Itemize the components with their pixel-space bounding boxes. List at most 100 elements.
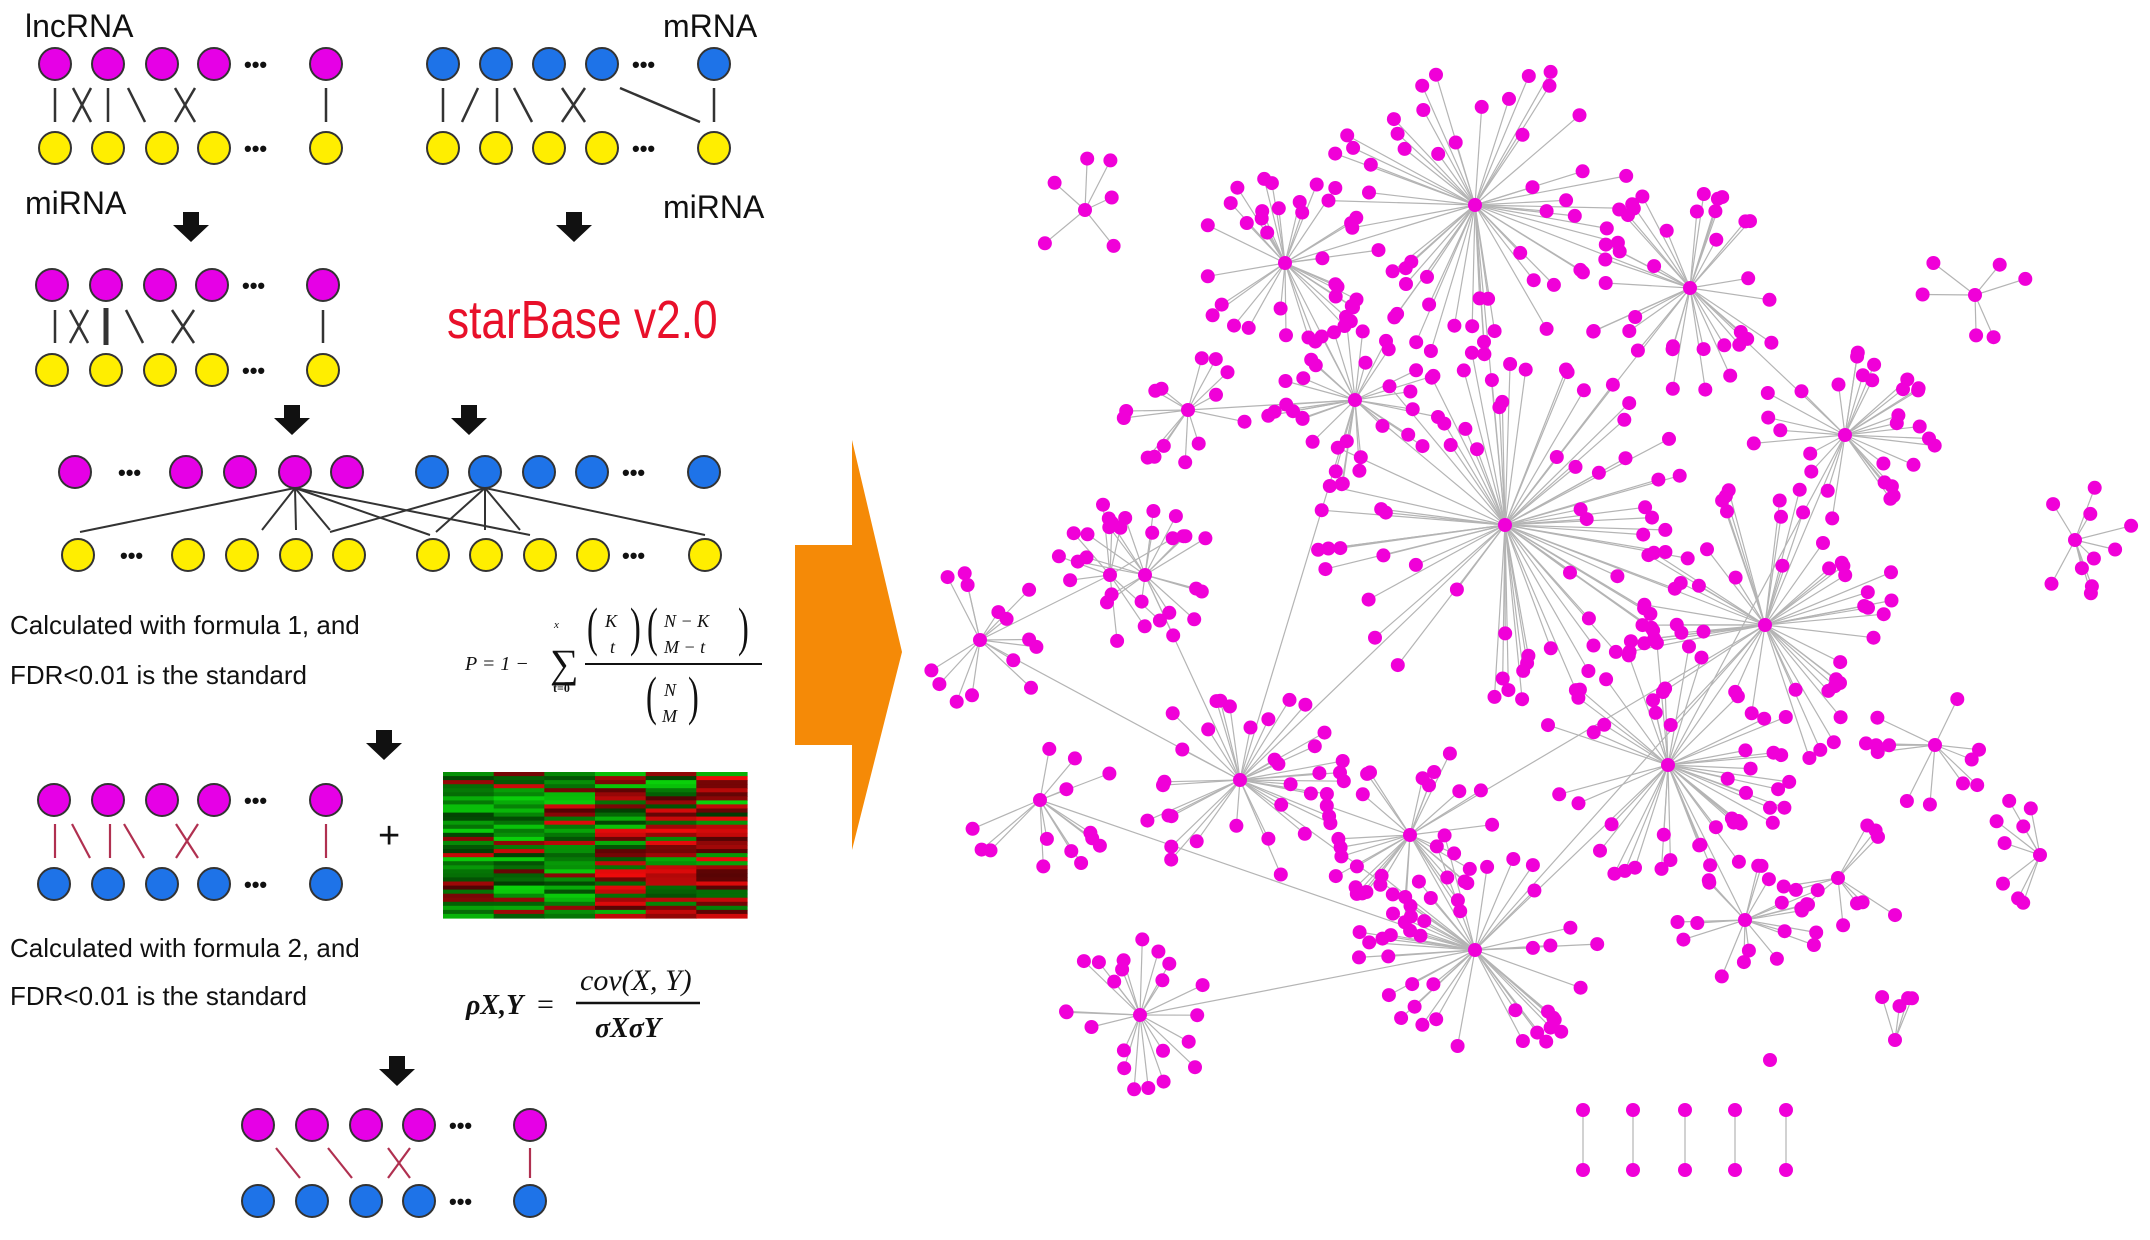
network-edge <box>1504 438 1670 526</box>
heatmap-cell <box>443 849 495 854</box>
ellipsis: ••• <box>120 543 143 568</box>
network-edge <box>1352 204 1476 229</box>
network-edge <box>1689 287 1770 301</box>
network-node <box>1867 357 1882 372</box>
network-edge <box>1648 554 1766 626</box>
heatmap-cell <box>443 784 495 789</box>
network-edge <box>1415 204 1476 343</box>
network-edge <box>1670 624 1766 726</box>
network-edge <box>979 574 1111 641</box>
network-edge <box>2017 854 2041 899</box>
heatmap-cell <box>544 905 596 911</box>
network-node <box>1663 853 1678 868</box>
network-edge <box>1341 834 1411 857</box>
network-edge <box>1753 434 1846 444</box>
network-edge <box>1744 878 1770 921</box>
network-node <box>1080 527 1095 542</box>
heatmap-cell <box>544 796 596 801</box>
network-edge <box>1239 779 1312 795</box>
network-edge <box>1354 331 1364 401</box>
network-node <box>1714 969 1729 984</box>
network-node <box>1164 809 1179 824</box>
heatmap-cell <box>645 788 697 793</box>
heatmap-cell <box>443 788 495 793</box>
network-edge <box>1689 287 1740 346</box>
network-node <box>1648 705 1663 720</box>
network-node <box>1301 330 1316 345</box>
heatmap-cell <box>645 889 697 895</box>
lncrna-mirna-links <box>53 87 328 123</box>
network-edge <box>1996 820 2041 856</box>
network-edge <box>1603 724 1669 766</box>
plus-sign: + <box>378 815 400 857</box>
network-node <box>1563 920 1578 935</box>
network-node <box>1696 187 1711 201</box>
heatmap-cell <box>493 812 545 818</box>
network-edge <box>1837 836 1879 879</box>
network-edge <box>1109 574 1161 621</box>
network-node <box>1468 198 1482 212</box>
heatmap-cell <box>493 861 545 866</box>
network-edge <box>1764 624 1841 684</box>
heatmap-cell <box>595 877 647 883</box>
network-edge <box>1504 419 1625 526</box>
network-edge <box>1328 200 1476 206</box>
mirna-node <box>171 538 205 572</box>
network-node <box>1997 836 2012 851</box>
network-node <box>1728 1163 1742 1177</box>
ellipsis: ••• <box>622 543 645 568</box>
network-node <box>1175 742 1190 757</box>
network-edge <box>1388 949 1476 996</box>
paren-open: ( <box>587 596 598 657</box>
heatmap-cell <box>443 840 495 846</box>
network-node <box>1273 867 1288 882</box>
network-edge <box>1404 148 1476 206</box>
network-edge <box>1039 748 1050 801</box>
network-node <box>1078 203 1092 217</box>
heatmap-cell <box>544 772 596 777</box>
network-node <box>1042 741 1057 756</box>
network-node <box>1576 1163 1590 1177</box>
network-node <box>1307 739 1322 754</box>
ellipsis: ••• <box>242 358 265 383</box>
mirna-node <box>523 538 557 572</box>
network-node <box>1622 396 1637 411</box>
network-node <box>1732 337 1747 352</box>
network-edge <box>1358 949 1476 958</box>
network-edge <box>1422 109 1476 206</box>
network-node <box>1394 1011 1409 1025</box>
lncrna-node <box>306 268 340 302</box>
heatmap-cell <box>544 845 596 850</box>
network-node <box>1860 585 1875 600</box>
network-edge <box>1285 380 1356 401</box>
network-node <box>1575 265 1590 280</box>
heatmap-cell <box>493 893 545 899</box>
network-node <box>1782 774 1797 789</box>
network-node <box>1743 761 1758 776</box>
formula1-binom2-top: N − K <box>663 611 710 631</box>
network-edge <box>1474 204 1691 289</box>
network-node <box>1628 310 1643 324</box>
network-edge <box>1667 646 1690 766</box>
heatmap-cell <box>645 881 697 887</box>
heatmap-cell <box>544 780 596 785</box>
heatmap-cell <box>544 800 596 806</box>
network-edge <box>1764 624 1835 743</box>
network-edge <box>1474 204 1555 286</box>
heatmap-cell <box>595 776 647 781</box>
network-edge <box>1933 262 1976 296</box>
mirna-node <box>197 131 231 165</box>
network-edge <box>1409 778 1424 836</box>
heatmap-cell <box>645 865 697 870</box>
network-node <box>1423 891 1438 905</box>
network-node <box>1816 536 1830 550</box>
network-edge <box>1474 858 1514 951</box>
network-edge <box>1369 772 1411 836</box>
network-node <box>1779 1163 1793 1177</box>
network-node <box>2068 533 2082 547</box>
network-edge <box>1066 1011 1141 1016</box>
network-node <box>1738 743 1753 758</box>
network-node <box>1591 465 1606 480</box>
network-node <box>1663 718 1678 732</box>
network-edge <box>1504 371 1569 526</box>
